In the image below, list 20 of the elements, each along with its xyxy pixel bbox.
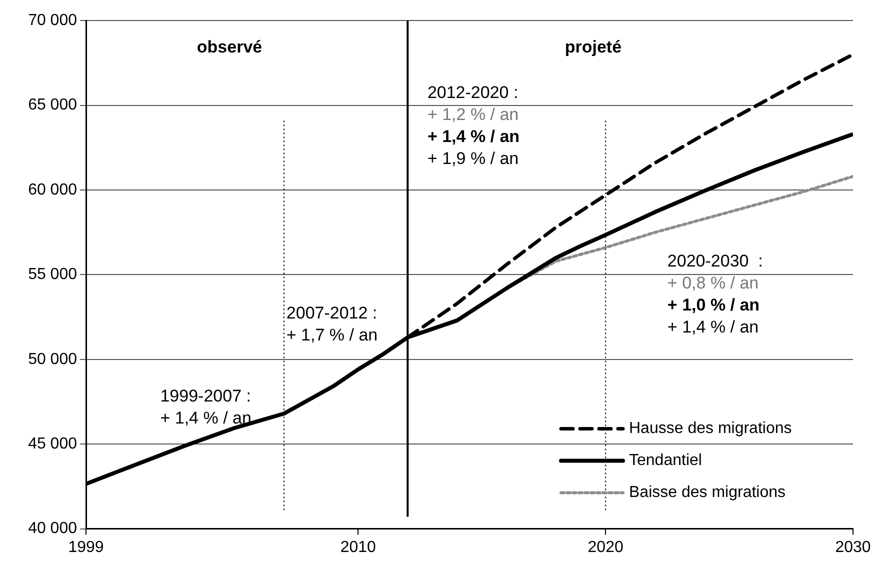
- y-tick-label: 45 000: [28, 436, 78, 453]
- y-tick-label: 70 000: [28, 12, 78, 30]
- y-tick-label: 65 000: [28, 96, 78, 114]
- y-tick-label: 40 000: [28, 520, 78, 538]
- legend-label: Hausse des migrations: [629, 420, 792, 438]
- x-tick-label: 1999: [68, 538, 104, 556]
- annotation: observé: [196, 37, 262, 56]
- y-tick-label: 60 000: [28, 181, 78, 198]
- annotation: 2020-2030 : + 0,8 % / an + 1,0 % / an + 1,4 % / an: [667, 252, 763, 337]
- annotation: 1999-2007 : + 1,4 % / an: [160, 386, 252, 428]
- x-tick-label: 2010: [340, 538, 376, 556]
- y-tick-label: 50 000: [28, 350, 78, 368]
- x-tick-label: 2030: [835, 538, 871, 556]
- annotation: projeté: [564, 37, 622, 56]
- y-tick-label: 55 000: [28, 266, 78, 284]
- legend-label: Tendantiel: [629, 452, 702, 470]
- legend-label: Baisse des migrations: [629, 484, 786, 502]
- annotation: 2007-2012 : + 1,7 % / an: [286, 303, 378, 344]
- x-tick-label: 2020: [588, 538, 624, 556]
- annotation: 2012-2020 : + 1,2 % / an + 1,4 % / an + 1,9 % / an: [427, 83, 520, 168]
